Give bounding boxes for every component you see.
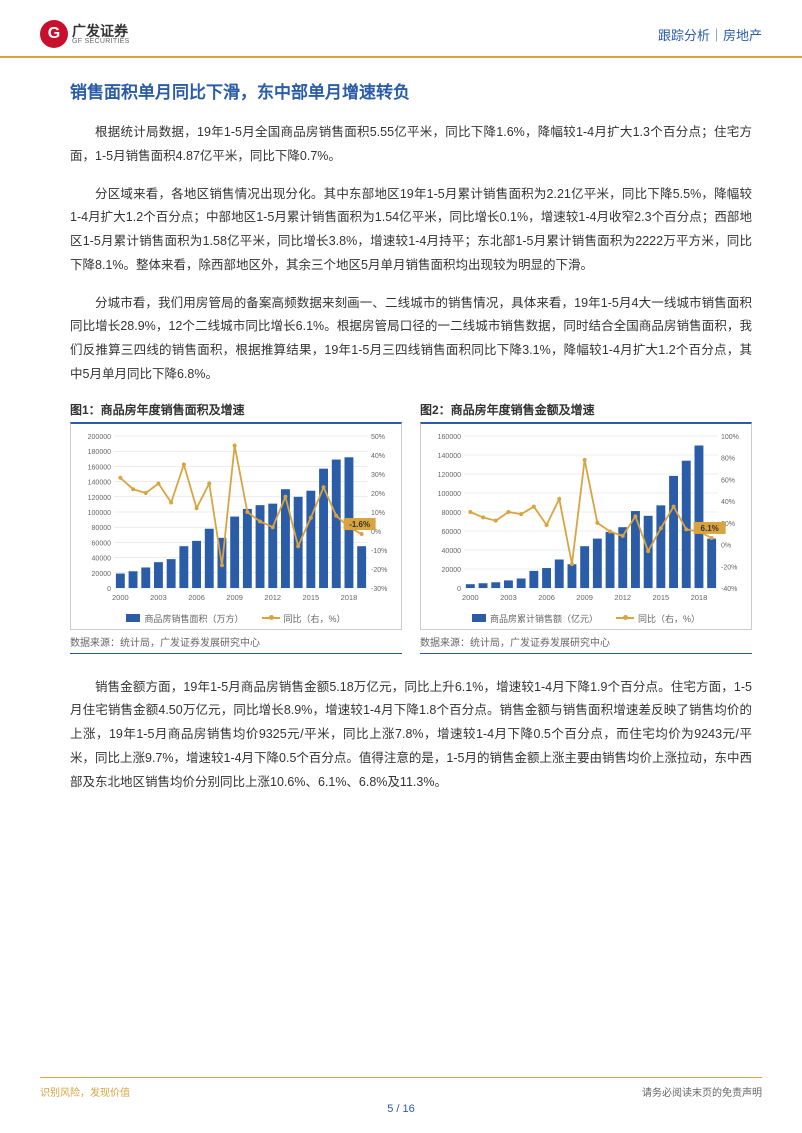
svg-text:2012: 2012 (614, 593, 631, 602)
svg-text:-40%: -40% (721, 586, 737, 593)
svg-text:80%: 80% (721, 455, 735, 462)
chart-2-area: 0 20000 40000 60000 80000 100000 120000 140000 1… (420, 422, 752, 630)
svg-text:80000: 80000 (92, 525, 112, 532)
chart-1-svg: 0 20000 40000 60000 80000 100000 120000 140000 1… (75, 430, 397, 610)
svg-text:-20%: -20% (371, 567, 387, 574)
svg-text:60000: 60000 (442, 529, 462, 536)
svg-text:200000: 200000 (88, 434, 111, 441)
logo: G 广发证券 GF SECURITIES (40, 20, 130, 48)
legend-bar-2: 商品房累计销售额（亿元） (472, 612, 598, 625)
svg-text:50%: 50% (371, 434, 385, 441)
svg-text:100%: 100% (721, 434, 739, 441)
paragraph-4: 销售金额方面，19年1-5月商品房销售金额5.18万亿元，同比上升6.1%，增速… (70, 676, 752, 795)
svg-text:2000: 2000 (112, 593, 129, 602)
chart-2: 图2：商品房年度销售金额及增速 0 20000 40000 60000 80000 100… (420, 401, 752, 654)
svg-text:140000: 140000 (438, 453, 461, 460)
svg-text:180000: 180000 (88, 449, 111, 456)
logo-text: 广发证券 GF SECURITIES (72, 24, 130, 45)
svg-text:2006: 2006 (538, 593, 555, 602)
svg-text:20000: 20000 (92, 570, 112, 577)
legend-line-1-label: 同比（右，%） (284, 612, 346, 625)
chart-2-source: 数据来源：统计局，广发证券发展研究中心 (420, 634, 752, 654)
svg-text:-20%: -20% (721, 564, 737, 571)
svg-text:10%: 10% (371, 510, 385, 517)
paragraph-3: 分城市看，我们用房管局的备案高频数据来刻画一、二线城市的销售情况，具体来看，19… (70, 292, 752, 387)
legend-line-icon (616, 617, 634, 619)
paragraph-2: 分区域来看，各地区销售情况出现分化。其中东部地区19年1-5月累计销售面积为2.… (70, 183, 752, 278)
footer: 识别风险，发现价值 请务必阅读末页的免责声明 5 / 16 (0, 1077, 802, 1115)
svg-text:140000: 140000 (88, 479, 111, 486)
svg-text:0: 0 (107, 586, 111, 593)
svg-text:2009: 2009 (576, 593, 593, 602)
footer-left: 识别风险，发现价值 (40, 1084, 130, 1099)
logo-en: GF SECURITIES (72, 38, 130, 45)
svg-text:20%: 20% (371, 491, 385, 498)
svg-text:160000: 160000 (88, 464, 111, 471)
logo-cn: 广发证券 (72, 24, 130, 38)
svg-text:100000: 100000 (438, 491, 461, 498)
legend-line-1: 同比（右，%） (262, 612, 346, 625)
svg-text:0: 0 (457, 586, 461, 593)
content: 销售面积单月同比下滑，东中部单月增速转负 根据统计局数据，19年1-5月全国商品… (0, 58, 802, 794)
chart-1-area: 0 20000 40000 60000 80000 100000 120000 140000 1… (70, 422, 402, 630)
chart-1-title: 图1：商品房年度销售面积及增速 (70, 401, 402, 418)
chart-1-legend: 商品房销售面积（万方） 同比（右，%） (75, 610, 397, 627)
footer-right: 请务必阅读末页的免责声明 (642, 1084, 762, 1099)
svg-text:2003: 2003 (150, 593, 167, 602)
footer-row: 识别风险，发现价值 请务必阅读末页的免责声明 (40, 1084, 762, 1099)
legend-line-2-label: 同比（右，%） (638, 612, 700, 625)
svg-text:-30%: -30% (371, 586, 387, 593)
svg-text:2012: 2012 (264, 593, 281, 602)
svg-text:0%: 0% (721, 542, 731, 549)
header-category: 跟踪分析｜房地产 (658, 25, 762, 44)
svg-text:40000: 40000 (92, 555, 112, 562)
chart-1-source: 数据来源：统计局，广发证券发展研究中心 (70, 634, 402, 654)
footer-divider (40, 1077, 762, 1078)
svg-text:60000: 60000 (92, 540, 112, 547)
legend-bar-1-label: 商品房销售面积（万方） (144, 612, 243, 625)
svg-text:40000: 40000 (442, 548, 462, 555)
svg-text:30%: 30% (371, 472, 385, 479)
page-header: G 广发证券 GF SECURITIES 跟踪分析｜房地产 (0, 0, 802, 58)
charts-row: 图1：商品房年度销售面积及增速 020000400006000080000100… (70, 401, 752, 654)
chart-2-title: 图2：商品房年度销售金额及增速 (420, 401, 752, 418)
svg-text:-1.6%: -1.6% (349, 520, 370, 529)
paragraph-1: 根据统计局数据，19年1-5月全国商品房销售面积5.55亿平米，同比下降1.6%… (70, 121, 752, 169)
svg-text:160000: 160000 (438, 434, 461, 441)
svg-text:2018: 2018 (691, 593, 708, 602)
svg-text:120000: 120000 (88, 494, 111, 501)
svg-text:6.1%: 6.1% (701, 523, 719, 532)
chart-2-svg: 0 20000 40000 60000 80000 100000 120000 140000 1… (425, 430, 747, 610)
legend-line-icon (262, 617, 280, 619)
svg-text:40%: 40% (371, 453, 385, 460)
svg-text:2009: 2009 (226, 593, 243, 602)
legend-bar-1: 商品房销售面积（万方） (126, 612, 243, 625)
svg-text:120000: 120000 (438, 472, 461, 479)
legend-swatch-icon (126, 614, 140, 622)
svg-text:80000: 80000 (442, 510, 462, 517)
chart-1: 图1：商品房年度销售面积及增速 0 20000 40000 60000 80000 100… (70, 401, 402, 654)
svg-text:2006: 2006 (188, 593, 205, 602)
page-number: 5 / 16 (40, 1103, 762, 1115)
svg-text:2015: 2015 (653, 593, 670, 602)
logo-icon: G (40, 20, 68, 48)
svg-text:2003: 2003 (500, 593, 517, 602)
svg-text:2000: 2000 (462, 593, 479, 602)
section-title: 销售面积单月同比下滑，东中部单月增速转负 (70, 78, 752, 103)
svg-text:60%: 60% (721, 477, 735, 484)
svg-text:-10%: -10% (371, 548, 387, 555)
svg-text:100000: 100000 (88, 510, 111, 517)
legend-bar-2-label: 商品房累计销售额（亿元） (490, 612, 598, 625)
svg-text:40%: 40% (721, 499, 735, 506)
legend-line-2: 同比（右，%） (616, 612, 700, 625)
svg-text:0%: 0% (371, 529, 381, 536)
svg-text:20000: 20000 (442, 567, 462, 574)
chart-2-legend: 商品房累计销售额（亿元） 同比（右，%） (425, 610, 747, 627)
svg-text:2015: 2015 (303, 593, 320, 602)
svg-text:2018: 2018 (341, 593, 358, 602)
legend-swatch-icon (472, 614, 486, 622)
